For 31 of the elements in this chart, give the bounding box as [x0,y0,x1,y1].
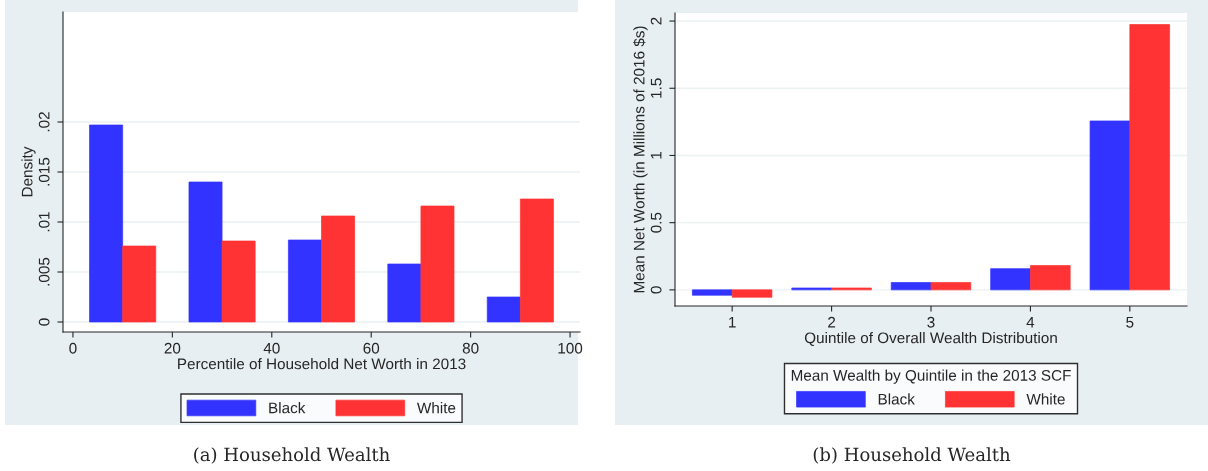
legend-label: White [416,402,456,414]
legend-title: Mean Wealth by Quintile in the 2013 SCF [791,369,1071,384]
x-tick-label: 80 [462,342,479,354]
y-tick-label: 1.5 [650,78,662,98]
y-tick-label: 2 [650,17,662,25]
y-axis-title: Density [21,146,36,197]
y-tick-label: .01 [38,212,50,232]
y-tick-label: .005 [38,257,50,286]
x-axis-title: Percentile of Household Net Worth in 2013 [178,358,466,370]
y-tick-label: .02 [38,112,50,132]
y-tick-label: 1 [650,151,662,159]
x-tick-label: 5 [1126,316,1134,328]
text: (a) Household Wealth [194,447,390,464]
x-axis-title: Quintile of Overall Wealth Distribution [804,332,1057,347]
y-axis-title: Mean Net Worth (in Millions of 2016 $s) [633,26,648,293]
legend-label: White [1026,393,1065,405]
y-tick-label: 0 [650,286,662,294]
x-tick-label: 20 [164,342,181,354]
x-tick-label: 0 [69,342,77,354]
x-tick-label: 40 [263,342,280,354]
x-tick-label: 100 [558,342,583,354]
x-tick-label: 2 [828,316,836,328]
text: (b) Household Wealth [813,447,1011,464]
x-tick-label: 1 [729,316,736,328]
x-tick-label: 3 [927,316,935,328]
y-tick-label: .015 [38,157,50,186]
legend-label: Black [269,402,306,414]
x-tick-label: 4 [1026,316,1035,328]
y-tick-label: 0.5 [650,212,662,233]
x-tick-label: 60 [363,342,380,354]
legend-label: Black [878,393,915,405]
